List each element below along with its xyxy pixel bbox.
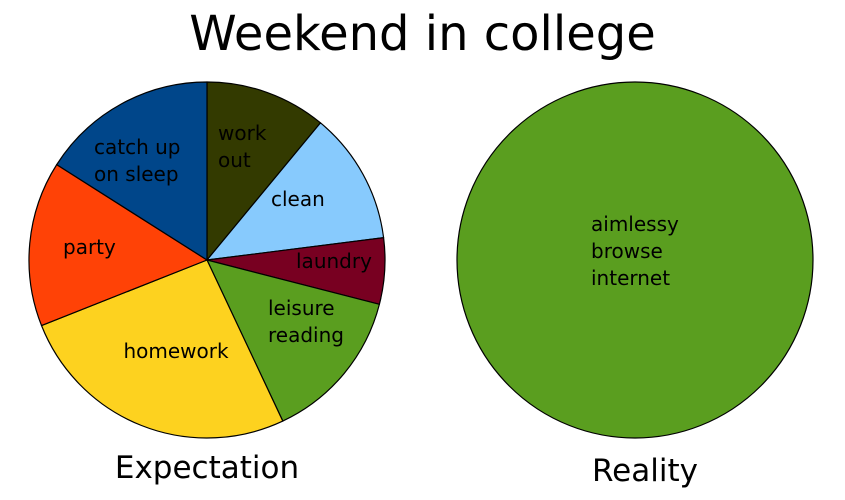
expectation-caption: Expectation: [114, 450, 300, 486]
slice-label-line: homework: [123, 339, 229, 363]
slice-label-aimlessy-browse-internet: aimlessy browse internet: [591, 212, 679, 290]
slice-label-laundry: laundry: [296, 249, 372, 273]
slice-label-line: clean: [271, 187, 325, 211]
slice-label-catch-up-on-sleep: catch up on sleep: [94, 135, 181, 186]
slice-label-line: catch up: [94, 135, 181, 159]
expectation-pie: work out clean laundry leisure reading homewor…: [28, 81, 386, 439]
slice-clean: [206, 122, 385, 261]
reality-caption: Reality: [592, 453, 698, 489]
slice-label-leisure-reading: leisure reading: [268, 296, 344, 347]
slice-label-party: party: [63, 235, 116, 259]
slice-label-line: out: [218, 148, 251, 172]
slice-label-line: party: [63, 235, 116, 259]
slice-aimlessy-browse-internet: [456, 81, 814, 439]
slice-label-line: browse: [591, 239, 663, 263]
slice-label-line: work: [218, 121, 267, 145]
slice-label-clean: clean: [271, 187, 325, 211]
reality-pie: aimlessy browse internet: [456, 81, 814, 439]
chart-title: Weekend in college: [189, 6, 656, 62]
slice-label-line: laundry: [296, 249, 372, 273]
slice-label-homework: homework: [123, 339, 229, 363]
slice-catch-up-on-sleep: [56, 81, 208, 261]
slice-party: [28, 164, 208, 327]
slice-work-out: [206, 81, 322, 261]
slice-label-line: reading: [268, 323, 344, 347]
slice-label-line: on sleep: [94, 162, 179, 186]
slice-homework: [40, 259, 284, 439]
slice-label-line: internet: [591, 266, 670, 290]
slice-label-line: leisure: [268, 296, 335, 320]
slice-leisure-reading: [206, 259, 381, 422]
slice-label-work-out: work out: [218, 121, 267, 172]
slice-label-line: aimlessy: [591, 212, 679, 236]
